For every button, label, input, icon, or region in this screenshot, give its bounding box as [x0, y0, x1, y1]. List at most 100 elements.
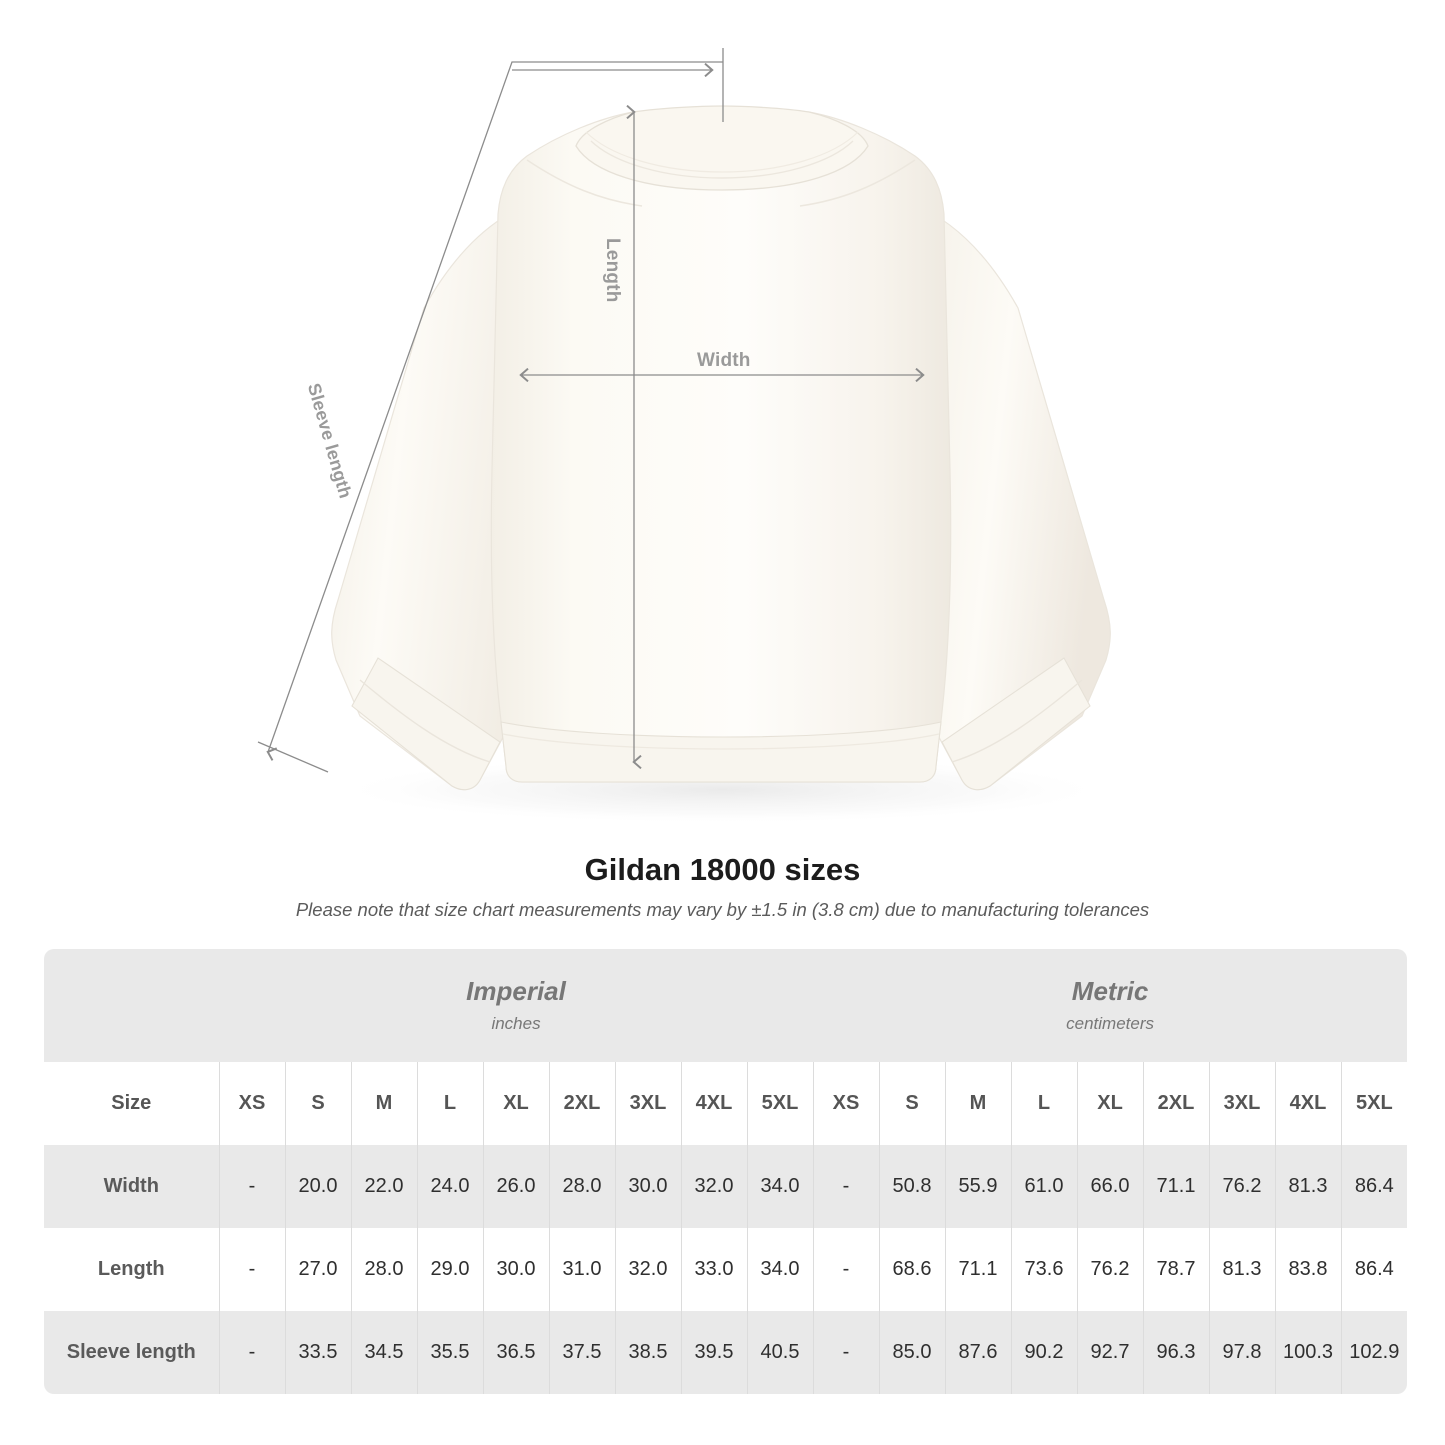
measurement-value: 71.1 [944, 1228, 1012, 1311]
measurement-value: 86.4 [1340, 1145, 1408, 1228]
measurement-value: 78.7 [1142, 1228, 1210, 1311]
size-header-sizes_imperial-2xl: 2XL [548, 1062, 615, 1145]
sweatshirt-body [490, 111, 952, 783]
measurement-value: 38.5 [614, 1311, 681, 1394]
measurement-value: 26.0 [482, 1145, 549, 1228]
measurement-label: Sleeve length [44, 1311, 219, 1394]
measurement-value: 33.0 [680, 1228, 747, 1311]
measurement-value: 34.5 [350, 1311, 417, 1394]
measurement-label: Length [44, 1228, 219, 1311]
measurement-value: 66.0 [1076, 1145, 1144, 1228]
unit-banner-corner [44, 949, 219, 1062]
table-row: Sleeve length -33.5 34.5 35.5 36.5 37.5 38.5 39… [44, 1311, 1408, 1394]
measurement-value: - [218, 1145, 285, 1228]
measurement-value: 76.2 [1208, 1145, 1276, 1228]
measurement-value: 32.0 [680, 1145, 747, 1228]
measurement-value: - [218, 1228, 285, 1311]
measurement-value: 81.3 [1274, 1145, 1342, 1228]
measurement-value: 36.5 [482, 1311, 549, 1394]
size-header-sizes_metric-5xl: 5XL [1340, 1062, 1408, 1145]
measurement-label: Width [44, 1145, 219, 1228]
measurement-value: 24.0 [416, 1145, 483, 1228]
measurement-value: 30.0 [614, 1145, 681, 1228]
measurement-value: 81.3 [1208, 1228, 1276, 1311]
page-title: Gildan 18000 sizes [584, 852, 861, 887]
size-header-sizes_metric-3xl: 3XL [1208, 1062, 1276, 1145]
measurement-value: - [812, 1311, 880, 1394]
size-header-sizes_metric-2xl: 2XL [1142, 1062, 1210, 1145]
table-row: Length -27.0 28.0 29.0 30.0 31.0 32.0 33.0 34.0-… [44, 1228, 1408, 1311]
sleeve-length-annotation [257, 61, 723, 773]
measurement-value: 34.0 [746, 1145, 814, 1228]
measurement-value: 32.0 [614, 1228, 681, 1311]
size-header-sizes_imperial-s: S [284, 1062, 351, 1145]
measurement-value: 28.0 [350, 1228, 417, 1311]
measurement-value: 30.0 [482, 1228, 549, 1311]
left-cuff [351, 657, 501, 791]
measurement-value: 61.0 [1010, 1145, 1078, 1228]
measurement-value: 33.5 [284, 1311, 351, 1394]
measurement-value: 71.1 [1142, 1145, 1210, 1228]
table-row: Width -20.0 22.0 24.0 26.0 28.0 30.0 32.0 34.0-5… [44, 1145, 1408, 1228]
size-chart-table: Imperial inches Metric centimeters Size XS S M L… [44, 949, 1408, 1394]
measurement-value: 68.6 [878, 1228, 946, 1311]
measurement-value: 55.9 [944, 1145, 1012, 1228]
unit-group-name: Imperial [466, 976, 566, 1007]
measurement-value: 39.5 [680, 1311, 747, 1394]
measurement-value: 28.0 [548, 1145, 615, 1228]
measurement-value: 29.0 [416, 1228, 483, 1311]
size-header-sizes_imperial-m: M [350, 1062, 417, 1145]
measurement-value: - [218, 1311, 285, 1394]
measurement-value: 37.5 [548, 1311, 615, 1394]
size-header-sizes_imperial-l: L [416, 1062, 483, 1145]
unit-group-unit: centimeters [1066, 1013, 1155, 1033]
unit-group-unit: inches [491, 1013, 541, 1033]
size-header-sizes_metric-l: L [1010, 1062, 1078, 1145]
garment-illustration: Length Width Sleeve length [257, 48, 1112, 824]
size-header-sizes_metric-xs: XS [812, 1062, 880, 1145]
tolerance-note: Please note that size chart measurements… [295, 899, 1150, 920]
length-label: Length [602, 238, 623, 303]
measurement-value: 76.2 [1076, 1228, 1144, 1311]
unit-group-metric: Metric centimeters [813, 949, 1408, 1062]
measurement-value: 40.5 [746, 1311, 814, 1394]
measurement-value: 50.8 [878, 1145, 946, 1228]
measurement-value: 86.4 [1340, 1228, 1408, 1311]
measurement-value: - [812, 1145, 880, 1228]
measurement-value: - [812, 1228, 880, 1311]
measurement-value: 83.8 [1274, 1228, 1342, 1311]
measurement-value: 97.8 [1208, 1311, 1276, 1394]
size-header-sizes_imperial-xl: XL [482, 1062, 549, 1145]
size-header-sizes_metric-4xl: 4XL [1274, 1062, 1342, 1145]
size-header-row: Size XS S M L XL 2XL 3XL 4XL 5XL XS S M L XL 2XL 3XL 4XL 5… [44, 1062, 1408, 1145]
size-header-sizes_imperial-xs: XS [218, 1062, 285, 1145]
unit-group-name: Metric [1071, 976, 1149, 1007]
measurement-value: 22.0 [350, 1145, 417, 1228]
measurement-value: 73.6 [1010, 1228, 1078, 1311]
measurement-value: 31.0 [548, 1228, 615, 1311]
measurement-value: 85.0 [878, 1311, 946, 1394]
measurement-value: 35.5 [416, 1311, 483, 1394]
measurement-value: 92.7 [1076, 1311, 1144, 1394]
size-header-sizes_metric-m: M [944, 1062, 1012, 1145]
measurement-value: 90.2 [1010, 1311, 1078, 1394]
size-header-label: Size [44, 1062, 219, 1145]
measurement-value: 87.6 [944, 1311, 1012, 1394]
right-cuff [941, 657, 1091, 791]
measurement-value: 34.0 [746, 1228, 814, 1311]
unit-banner-row: Imperial inches Metric centimeters [44, 949, 1408, 1062]
measurement-value: 27.0 [284, 1228, 351, 1311]
measurement-value: 100.3 [1274, 1311, 1342, 1394]
size-header-sizes_imperial-3xl: 3XL [614, 1062, 681, 1145]
measurement-value: 102.9 [1340, 1311, 1408, 1394]
size-header-sizes_imperial-4xl: 4XL [680, 1062, 747, 1145]
size-header-sizes_metric-xl: XL [1076, 1062, 1144, 1145]
size-header-sizes_imperial-5xl: 5XL [746, 1062, 814, 1145]
measurement-value: 20.0 [284, 1145, 351, 1228]
unit-group-imperial: Imperial inches [219, 949, 814, 1062]
measurement-value: 96.3 [1142, 1311, 1210, 1394]
size-chart-table-wrapper: Imperial inches Metric centimeters Size XS S M L… [44, 949, 1408, 1394]
size-header-sizes_metric-s: S [878, 1062, 946, 1145]
width-label: Width [697, 350, 751, 371]
length-top-leader [512, 48, 724, 122]
